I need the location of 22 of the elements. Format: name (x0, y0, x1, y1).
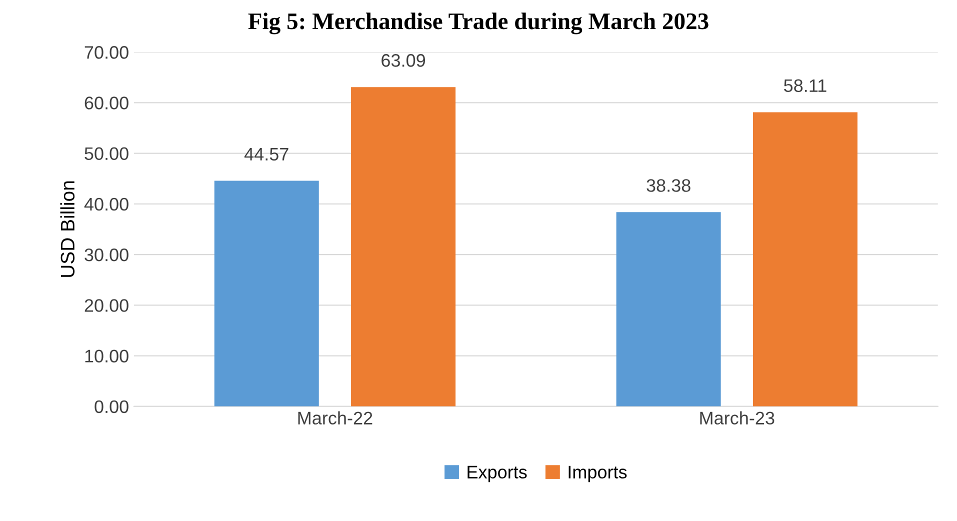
bar (752, 112, 858, 406)
data-label: 38.38 (646, 179, 690, 192)
y-axis-title: USD Billion (60, 181, 75, 277)
x-tick-label: March-23 (700, 411, 774, 425)
bar (616, 212, 721, 406)
bar (351, 87, 456, 406)
bar (214, 180, 319, 406)
y-tick-label: 50.00 (84, 147, 128, 160)
y-tick-label: 10.00 (85, 350, 128, 362)
y-tick-label: 40.00 (84, 198, 128, 211)
data-label: 63.09 (382, 54, 426, 67)
legend-label: Imports (568, 466, 627, 482)
data-label: 44.57 (244, 148, 288, 161)
y-tick-label: 30.00 (84, 248, 128, 262)
chart-title: Fig 5: Merchandise Trade during March 2023 (248, 12, 708, 34)
x-tick-label: March-22 (298, 411, 372, 425)
y-tick-label: 20.00 (84, 299, 128, 312)
data-label: 58.11 (784, 79, 826, 92)
y-tick-label: 60.00 (84, 96, 128, 110)
legend-label: Exports (468, 466, 527, 482)
y-tick-label: 0.00 (94, 400, 128, 414)
y-tick-label: 70.00 (84, 46, 128, 59)
